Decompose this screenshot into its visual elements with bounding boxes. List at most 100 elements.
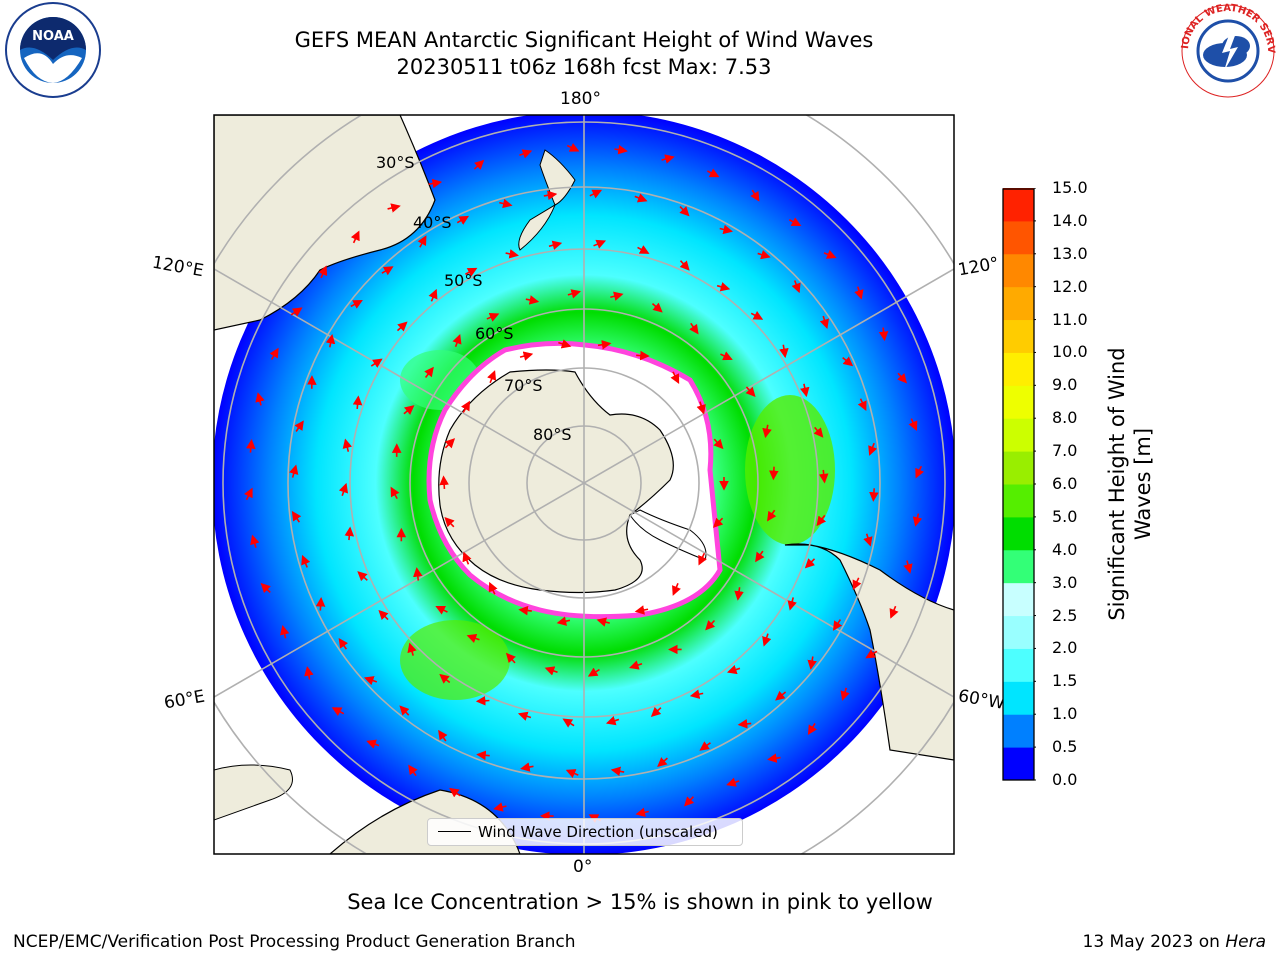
date-credit: 13 May 2023 on Hera [1083, 932, 1267, 952]
wave-direction-arrow [294, 420, 304, 432]
wave-direction-arrow [444, 516, 455, 528]
new-zealand-north [539, 149, 576, 206]
wave-direction-arrow [869, 488, 879, 502]
colorbar-band [1003, 516, 1034, 551]
lon-label-60e: 60°E [162, 686, 207, 714]
host-text: Hera [1225, 932, 1266, 952]
wave-direction-arrow [719, 224, 733, 235]
wave-direction-arrow [396, 321, 408, 332]
wave-direction-arrow [517, 711, 532, 721]
wave-direction-arrow [684, 796, 695, 807]
wave-direction-arrow [344, 526, 355, 541]
lon-label-120e: 120°E [150, 252, 206, 282]
wave-direction-arrow [670, 371, 680, 384]
wave-direction-arrow [589, 189, 603, 199]
colorbar-band [1003, 352, 1034, 386]
wave-direction-arrow [279, 625, 290, 639]
wave-direction-arrow [857, 398, 867, 412]
wave-direction-arrow [614, 144, 628, 155]
wave-direction-arrow [466, 633, 480, 643]
wave-direction-arrow [246, 439, 256, 453]
wave-direction-arrow [716, 282, 731, 292]
wave-direction-arrow [387, 203, 401, 213]
lat-label-30s: 30°S [376, 153, 415, 172]
wave-direction-arrow [357, 571, 368, 582]
wave-direction-arrow [915, 465, 925, 479]
colorbar-band [1003, 286, 1034, 321]
colorbar-tick-label: 6.0 [1052, 474, 1078, 493]
wave-direction-arrow [823, 249, 837, 259]
colorbar-tick-label: 5.0 [1052, 506, 1078, 526]
wave-direction-arrow [832, 619, 843, 631]
map-panel [213, 114, 955, 855]
wave-direction-arrow [769, 466, 779, 481]
lon-label-180: 180° [560, 89, 601, 109]
wave-direction-arrow [813, 426, 824, 438]
wave-direction-arrow [908, 418, 918, 432]
wave-direction-arrow [788, 217, 802, 227]
wave-direction-arrow [363, 676, 378, 686]
date-text: 13 May 2023 on [1082, 932, 1220, 952]
colorbar-tick-label: 4.0 [1052, 539, 1078, 559]
lat-label-60s: 60°S [475, 324, 514, 343]
wave-direction-arrow [318, 265, 328, 279]
lon-label-120w: 120° [956, 253, 1001, 281]
wave-direction-arrow [452, 333, 462, 348]
wave-direction-arrow [779, 344, 789, 359]
colorbar [1002, 188, 1036, 781]
wave-direction-arrow [634, 605, 649, 615]
wave-direction-arrow [819, 315, 830, 329]
wave-direction-arrow [712, 517, 724, 528]
wave-direction-arrow [657, 757, 668, 768]
wave-direction-arrow [636, 350, 650, 361]
wave-direction-arrow [842, 356, 854, 367]
colorbar-title-line1: Significant Height of Wind [1105, 347, 1129, 621]
wave-direction-arrow [889, 605, 899, 619]
wave-direction-arrow [912, 513, 923, 527]
colorbar-tick-label: 14.0 [1052, 210, 1088, 230]
wave-direction-arrow [487, 370, 497, 384]
wave-direction-arrow [726, 777, 740, 787]
wave-direction-arrow [381, 266, 394, 276]
wave-direction-arrow [444, 438, 456, 449]
wave-direction-arrow [868, 442, 878, 456]
wave-direction-arrow [597, 339, 612, 350]
chart-subtitle: 20230511 t06z 168h fcst Max: 7.53 [396, 55, 772, 79]
wave-direction-arrow [352, 395, 363, 410]
colorbar-band [1003, 451, 1034, 485]
australia-land [214, 115, 436, 331]
wave-direction-arrow [737, 719, 752, 729]
wave-direction-arrow [807, 723, 817, 736]
lat-label-50s: 50°S [444, 271, 483, 290]
colorbar-band [1003, 615, 1034, 649]
colorbar-band [1003, 418, 1034, 452]
lat-label-80s: 80°S [533, 425, 572, 444]
wave-direction-arrow [435, 605, 448, 615]
wave-direction-arrow [486, 312, 500, 322]
wave-direction-arrow [651, 302, 663, 313]
wave-direction-arrow [390, 486, 400, 499]
wave-direction-arrow [338, 637, 349, 650]
colorbar-band [1003, 648, 1034, 682]
colorbar-tick-label: 0.5 [1052, 737, 1078, 757]
wave-direction-arrow [558, 339, 572, 349]
wave-direction-arrow [488, 581, 498, 595]
colorbar-tick-labels: 0.0 0.5 1.0 1.5 2.0 2.5 3.0 4.0 5.0 6.0 7.0 8.0 9.0 1… [1052, 0, 1112, 960]
wave-direction-arrow [519, 149, 533, 159]
wave-direction-arrow [462, 551, 472, 565]
wave-direction-arrow [587, 667, 600, 677]
wave-direction-arrow [289, 464, 299, 478]
colorbar-tick-label: 2.0 [1052, 638, 1078, 658]
wave-direction-arrow [399, 705, 410, 716]
colorbar-band [1003, 253, 1034, 288]
legend-label: Wind Wave Direction (unscaled) [478, 823, 718, 841]
wave-direction-arrow [438, 729, 448, 742]
wave-direction-arrow [439, 475, 449, 490]
lat-label-40s: 40°S [413, 213, 452, 232]
colorbar-title: Significant Height of Wind Waves [m] [1104, 324, 1156, 644]
colorbar-band [1003, 582, 1034, 617]
wave-direction-arrow [593, 239, 607, 249]
lat-label-70s: 70°S [504, 376, 543, 395]
wave-direction-arrow [903, 560, 913, 574]
wave-direction-arrow [699, 741, 711, 751]
